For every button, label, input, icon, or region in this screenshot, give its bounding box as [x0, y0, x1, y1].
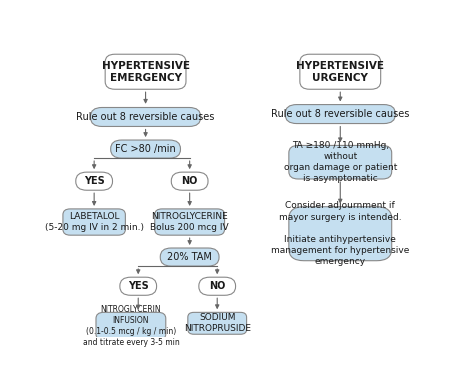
- Text: NITROGLYCERINE
Bolus 200 mcg IV: NITROGLYCERINE Bolus 200 mcg IV: [150, 212, 229, 232]
- Text: TA ≥180 /110 mmHg,
without
organ damage or patient
is asymptomatic: TA ≥180 /110 mmHg, without organ damage …: [283, 141, 397, 183]
- Text: SODIUM
NITROPRUSIDE: SODIUM NITROPRUSIDE: [184, 313, 251, 334]
- Text: Rule out 8 reversible causes: Rule out 8 reversible causes: [76, 112, 215, 122]
- FancyBboxPatch shape: [300, 54, 381, 89]
- Text: HYPERTENSIVE
EMERGENCY: HYPERTENSIVE EMERGENCY: [101, 61, 190, 83]
- FancyBboxPatch shape: [160, 248, 219, 266]
- FancyBboxPatch shape: [76, 172, 112, 190]
- FancyBboxPatch shape: [155, 209, 225, 235]
- Text: Rule out 8 reversible causes: Rule out 8 reversible causes: [271, 109, 410, 119]
- Text: NITROGLYCERIN
INFUSION
(0.1-0.5 mcg / kg / min)
and titrate every 3-5 min: NITROGLYCERIN INFUSION (0.1-0.5 mcg / kg…: [82, 305, 179, 348]
- Text: HYPERTENSIVE
URGENCY: HYPERTENSIVE URGENCY: [296, 61, 384, 83]
- Text: NO: NO: [209, 281, 226, 291]
- Text: FC >80 /min: FC >80 /min: [115, 144, 176, 154]
- FancyBboxPatch shape: [110, 140, 181, 158]
- Text: NO: NO: [182, 176, 198, 186]
- Text: YES: YES: [84, 176, 105, 186]
- Text: LABETALOL
(5-20 mg IV in 2 min.): LABETALOL (5-20 mg IV in 2 min.): [45, 212, 144, 232]
- FancyBboxPatch shape: [91, 108, 201, 127]
- FancyBboxPatch shape: [120, 277, 156, 295]
- Text: 20% TAM: 20% TAM: [167, 252, 212, 262]
- FancyBboxPatch shape: [289, 146, 392, 179]
- Text: Consider adjournment if
mayor surgery is intended.

Initiate antihypertensive
ma: Consider adjournment if mayor surgery is…: [271, 202, 410, 266]
- Text: YES: YES: [128, 281, 149, 291]
- FancyBboxPatch shape: [188, 312, 246, 334]
- FancyBboxPatch shape: [289, 207, 392, 261]
- FancyBboxPatch shape: [96, 312, 166, 340]
- FancyBboxPatch shape: [105, 54, 186, 89]
- FancyBboxPatch shape: [285, 105, 395, 124]
- FancyBboxPatch shape: [171, 172, 208, 190]
- FancyBboxPatch shape: [63, 209, 125, 235]
- FancyBboxPatch shape: [199, 277, 236, 295]
